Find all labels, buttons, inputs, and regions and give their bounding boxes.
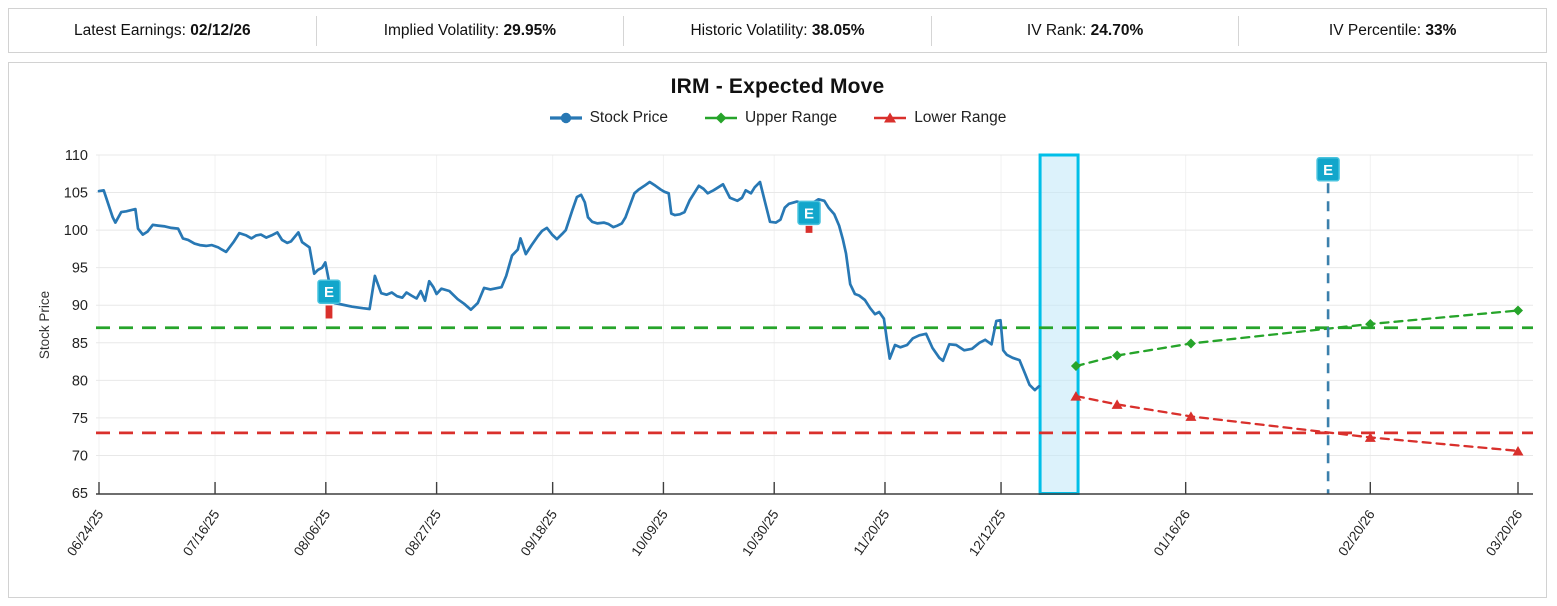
current-week-band — [1038, 153, 1080, 496]
stat-label: IV Percentile: — [1328, 21, 1422, 39]
lower-range-legend-icon — [874, 112, 907, 123]
earnings-move-mark — [805, 225, 813, 233]
y-tick-label: 75 — [72, 411, 88, 427]
earnings-move-mark — [325, 305, 333, 319]
stock-price-line — [97, 180, 1041, 392]
legend-label: Lower Range — [914, 109, 1007, 126]
y-tick-label: 80 — [72, 373, 88, 389]
stat-iv-percentile: IV Percentile: 33% — [1239, 22, 1546, 40]
earnings-badge-letter: E — [1323, 162, 1333, 179]
earnings-badge-letter: E — [804, 205, 814, 222]
chart-panel: E E E 06/24/25 07/16/25 08/06/25 08/27/25 09/18… — [8, 62, 1547, 598]
divider — [623, 15, 625, 46]
y-axis-title: Stock Price — [37, 291, 52, 359]
y-tick-label: 105 — [64, 186, 88, 202]
triangle-marker — [1364, 432, 1376, 442]
x-tick-label: 01/16/26 — [1151, 507, 1193, 559]
x-tick-label: 06/24/25 — [64, 507, 106, 559]
x-tick-label: 07/16/25 — [180, 507, 222, 559]
x-tick-label: 02/20/26 — [1335, 507, 1377, 559]
upper-range-legend-icon — [704, 112, 737, 124]
divider — [315, 15, 317, 46]
y-tick-label: 110 — [65, 148, 88, 164]
divider — [930, 15, 932, 46]
stats-header-bar: Latest Earnings: 02/12/26 Implied Volati… — [8, 8, 1547, 53]
y-tick-label: 65 — [72, 486, 88, 502]
earnings-badge — [317, 279, 341, 304]
chart-canvas: E E E 06/24/25 07/16/25 08/06/25 08/27/25 09/18… — [37, 148, 1533, 559]
stat-value: 38.05% — [811, 21, 865, 39]
triangle-marker — [1185, 411, 1197, 421]
chart-title: IRM - Expected Move — [670, 75, 885, 98]
y-tick-label: 85 — [72, 336, 88, 352]
x-tick-label: 11/20/25 — [851, 507, 893, 558]
diamond-marker — [1365, 319, 1376, 330]
earnings-badge — [1316, 157, 1340, 182]
stat-historic-volatility: Historic Volatility: 38.05% — [624, 22, 931, 40]
earnings-badge-letter: E — [324, 284, 334, 301]
x-tick-label: 10/30/25 — [739, 507, 781, 559]
stat-value: 29.95% — [503, 21, 557, 39]
legend-item-upper-range[interactable]: Upper Range — [704, 109, 837, 127]
diamond-marker — [1513, 305, 1524, 316]
legend-label: Upper Range — [744, 109, 838, 126]
chart-legend: Stock Price Upper Range Lower Range — [9, 109, 1546, 127]
diamond-marker — [1070, 361, 1081, 372]
legend-label: Stock Price — [589, 109, 668, 126]
stat-label: Historic Volatility: — [690, 21, 808, 39]
y-tick-label: 90 — [72, 298, 88, 314]
stat-iv-rank: IV Rank: 24.70% — [932, 22, 1239, 40]
stat-value: 24.70% — [1090, 21, 1144, 39]
stat-value: 02/12/26 — [190, 21, 251, 39]
y-tick-label: 95 — [72, 261, 88, 277]
triangle-marker — [1111, 399, 1123, 409]
x-tick-label: 03/20/26 — [1483, 507, 1525, 559]
triangle-marker — [1070, 391, 1082, 401]
triangle-marker — [1512, 445, 1524, 456]
earnings-badge — [797, 200, 821, 226]
divider — [1238, 15, 1240, 46]
x-tick-label: 08/27/25 — [402, 507, 444, 559]
legend-item-lower-range[interactable]: Lower Range — [873, 109, 1006, 127]
y-tick-label: 70 — [72, 448, 88, 464]
stat-implied-volatility: Implied Volatility: 29.95% — [317, 22, 624, 40]
legend-item-stock-price[interactable]: Stock Price — [549, 109, 668, 127]
stat-value: 33% — [1425, 21, 1457, 39]
diamond-marker — [1185, 338, 1196, 349]
x-tick-label: 10/09/25 — [628, 507, 670, 559]
stock-price-legend-icon — [549, 112, 582, 124]
x-tick-label: 08/06/25 — [291, 507, 333, 559]
upper-range-line — [1074, 309, 1520, 368]
stat-label: Implied Volatility: — [383, 21, 500, 39]
stat-latest-earnings: Latest Earnings: 02/12/26 — [9, 22, 316, 40]
y-tick-label: 100 — [64, 223, 88, 239]
lower-range-line — [1074, 394, 1520, 453]
stat-label: IV Rank: — [1026, 21, 1087, 39]
diamond-marker — [1112, 350, 1123, 361]
x-tick-label: 12/12/25 — [966, 507, 1008, 559]
x-tick-label: 09/18/25 — [518, 507, 560, 559]
stat-label: Latest Earnings: — [73, 21, 186, 39]
